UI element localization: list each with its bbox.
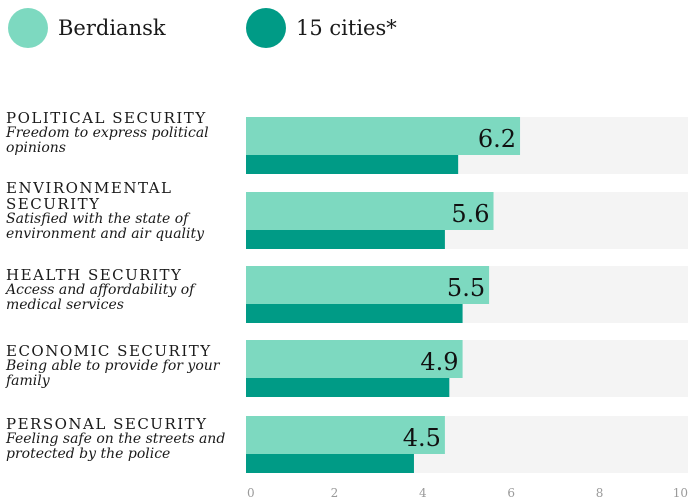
category-title: ENVIRONMENTAL SECURITY (6, 179, 173, 213)
bar-15-cities (246, 454, 414, 473)
data-label-berdiansk: 4.9 (420, 348, 458, 376)
x-tick-label: 6 (507, 486, 515, 500)
category-title: PERSONAL SECURITY (6, 415, 208, 433)
category-title: HEALTH SECURITY (6, 266, 183, 284)
category-title: ECONOMIC SECURITY (6, 342, 212, 360)
data-label-berdiansk: 4.5 (403, 424, 441, 452)
bar-15-cities (246, 304, 463, 323)
category-subtitle: Being able to provide for your family (6, 358, 220, 389)
category-label-political: POLITICAL SECURITY Freedom to express po… (6, 110, 242, 156)
bar-15-cities (246, 155, 459, 174)
x-tick-label: 2 (331, 486, 339, 500)
category-subtitle: Feeling safe on the streets and protecte… (6, 431, 226, 462)
bar-berdiansk (246, 266, 490, 304)
legend-item-15-cities: 15 cities* (246, 8, 397, 48)
data-label-berdiansk: 5.5 (447, 274, 485, 302)
category-label-economic: ECONOMIC SECURITY Being able to provide … (6, 343, 242, 389)
legend-label-15-cities: 15 cities* (296, 16, 397, 40)
category-subtitle: Satisfied with the state of environment … (6, 211, 205, 242)
x-tick-label: 4 (419, 486, 427, 500)
x-tick-label: 10 (673, 486, 688, 500)
bar-berdiansk (246, 192, 494, 230)
legend-swatch-15-cities (246, 8, 286, 48)
category-label-environmental: ENVIRONMENTAL SECURITY Satisfied with th… (6, 180, 242, 242)
chart-legend: Berdiansk 15 cities* (8, 8, 688, 48)
data-label-berdiansk: 5.6 (451, 200, 489, 228)
bar-berdiansk (246, 416, 445, 454)
bar-15-cities (246, 378, 450, 397)
x-tick-label: 0 (247, 486, 255, 500)
legend-label-berdiansk: Berdiansk (58, 16, 166, 40)
bar-berdiansk (246, 117, 521, 155)
category-label-health: HEALTH SECURITY Access and affordability… (6, 267, 242, 313)
x-tick-label: 8 (596, 486, 604, 500)
data-label-berdiansk: 6.2 (478, 125, 516, 153)
category-label-personal: PERSONAL SECURITY Feeling safe on the st… (6, 416, 242, 462)
legend-item-berdiansk: Berdiansk (8, 8, 166, 48)
bar-15-cities (246, 230, 445, 249)
bar-berdiansk (246, 340, 463, 378)
category-title: POLITICAL SECURITY (6, 109, 207, 127)
legend-swatch-berdiansk (8, 8, 48, 48)
category-subtitle: Freedom to express political opinions (6, 125, 209, 156)
category-subtitle: Access and affordability of medical serv… (6, 282, 195, 313)
